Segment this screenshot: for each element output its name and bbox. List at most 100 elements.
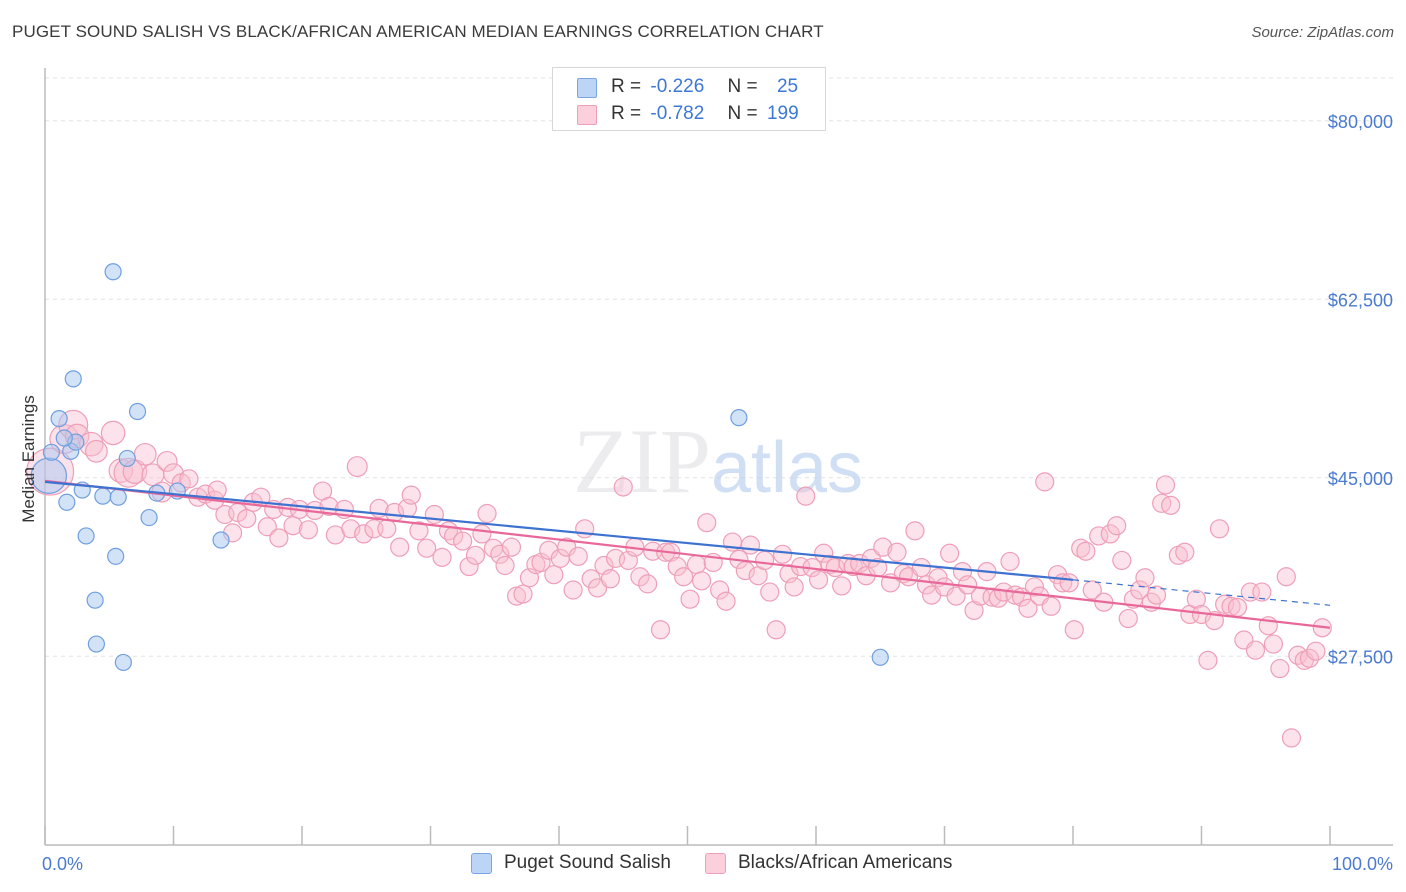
data-point-black bbox=[814, 543, 834, 563]
data-point-salish bbox=[107, 547, 125, 565]
data-point-black bbox=[465, 545, 486, 565]
data-point-black bbox=[1076, 541, 1096, 561]
data-point-black bbox=[1064, 620, 1084, 640]
data-point-black bbox=[409, 521, 429, 541]
data-point-black bbox=[417, 538, 437, 558]
data-point-black bbox=[377, 519, 397, 539]
data-point-salish bbox=[114, 653, 132, 672]
data-point-black bbox=[513, 584, 533, 604]
chart-title: PUGET SOUND SALISH VS BLACK/AFRICAN AMER… bbox=[12, 22, 824, 41]
y-tick-label: $27,500 bbox=[1328, 647, 1393, 667]
data-point-black bbox=[544, 565, 564, 585]
data-point-black bbox=[1112, 550, 1132, 571]
data-point-salish bbox=[77, 527, 95, 545]
data-point-black bbox=[531, 552, 551, 573]
data-point-black bbox=[946, 586, 966, 606]
data-point-black bbox=[490, 544, 510, 564]
data-point-black bbox=[283, 516, 303, 536]
data-point-black bbox=[1198, 650, 1218, 670]
data-point-black bbox=[432, 547, 452, 567]
data-point-salish bbox=[58, 493, 76, 511]
data-point-black bbox=[796, 486, 816, 506]
legend-swatch-pink bbox=[577, 105, 597, 125]
data-point-black bbox=[772, 544, 793, 564]
r-label: R = bbox=[611, 103, 642, 124]
data-point-black bbox=[1276, 567, 1296, 587]
data-point-black bbox=[1209, 519, 1230, 539]
y-tick-label: $45,000 bbox=[1328, 469, 1393, 489]
y-axis-label: Median Earnings bbox=[19, 395, 38, 523]
data-point-black bbox=[1024, 577, 1045, 597]
data-point-black bbox=[269, 528, 289, 548]
data-point-black bbox=[319, 496, 339, 516]
data-point-black bbox=[501, 537, 522, 557]
data-point-black bbox=[1041, 596, 1061, 616]
data-point-salish bbox=[109, 488, 127, 506]
data-point-black bbox=[495, 555, 515, 576]
data-point-black bbox=[911, 557, 931, 578]
data-point-salish bbox=[50, 410, 68, 428]
grid: $27,500 $45,000 $62,500 $80,000 bbox=[45, 77, 1393, 667]
x-tick-max: 100.0% bbox=[1332, 854, 1393, 874]
data-point-black bbox=[84, 439, 108, 463]
series-puget-sound-salish bbox=[30, 263, 889, 672]
watermark: ZIPatlas bbox=[573, 410, 863, 512]
data-point-black bbox=[1288, 645, 1308, 665]
data-point-black bbox=[1306, 641, 1326, 661]
data-point-black bbox=[873, 537, 893, 557]
legend-text-black: R = -0.782 N = 199 bbox=[611, 103, 799, 125]
data-point-black bbox=[1227, 597, 1248, 617]
data-point-salish bbox=[94, 487, 112, 505]
data-point-salish bbox=[86, 591, 104, 609]
data-point-black bbox=[390, 537, 410, 557]
data-point-black bbox=[613, 477, 633, 497]
data-point-black bbox=[133, 442, 157, 466]
data-point-black bbox=[477, 503, 497, 524]
data-point-black bbox=[1035, 472, 1055, 492]
bottom-legend-label: Puget Sound Salish bbox=[504, 852, 671, 873]
data-point-black bbox=[568, 546, 588, 566]
data-point-black bbox=[716, 591, 736, 611]
data-point-salish bbox=[104, 263, 122, 281]
y-tick-label: $80,000 bbox=[1328, 112, 1393, 132]
data-point-black bbox=[740, 535, 761, 555]
data-point-black bbox=[832, 576, 852, 596]
data-point-black bbox=[650, 620, 671, 640]
r-value: -0.226 bbox=[650, 76, 705, 97]
data-point-black bbox=[346, 456, 368, 478]
data-point-black bbox=[354, 524, 374, 544]
n-label: N = bbox=[727, 76, 758, 97]
source-label: Source: ZipAtlas.com bbox=[1251, 24, 1394, 41]
n-value: 25 bbox=[776, 76, 799, 97]
data-point-black bbox=[1071, 538, 1091, 558]
r-value: -0.782 bbox=[650, 103, 705, 124]
data-point-black bbox=[1186, 589, 1206, 609]
data-point-black bbox=[940, 543, 960, 563]
data-point-salish bbox=[871, 648, 889, 666]
trend-lines bbox=[44, 479, 1331, 629]
bottom-swatch-pink bbox=[705, 853, 726, 874]
data-point-black bbox=[1118, 608, 1138, 629]
data-point-black bbox=[1107, 516, 1127, 536]
data-point-black bbox=[905, 521, 925, 541]
data-point-black bbox=[424, 504, 444, 525]
data-point-black bbox=[1245, 640, 1266, 660]
data-point-black bbox=[1000, 551, 1020, 572]
data-point-black bbox=[887, 542, 907, 562]
data-point-black bbox=[1059, 573, 1079, 593]
data-point-salish bbox=[55, 429, 73, 447]
r-label: R = bbox=[611, 76, 642, 97]
x-tick-min: 0.0% bbox=[42, 854, 83, 874]
data-point-black bbox=[1155, 475, 1176, 495]
data-point-black bbox=[692, 571, 712, 591]
data-point-black bbox=[1299, 648, 1320, 668]
data-point-black bbox=[1018, 598, 1038, 618]
data-point-black bbox=[459, 556, 479, 577]
legend-swatch-blue bbox=[577, 78, 597, 98]
data-point-black bbox=[760, 582, 780, 602]
data-point-salish bbox=[140, 508, 158, 527]
data-point-black bbox=[1252, 582, 1272, 602]
bottom-legend-label: Blacks/African Americans bbox=[738, 852, 953, 873]
data-point-black bbox=[680, 589, 700, 609]
